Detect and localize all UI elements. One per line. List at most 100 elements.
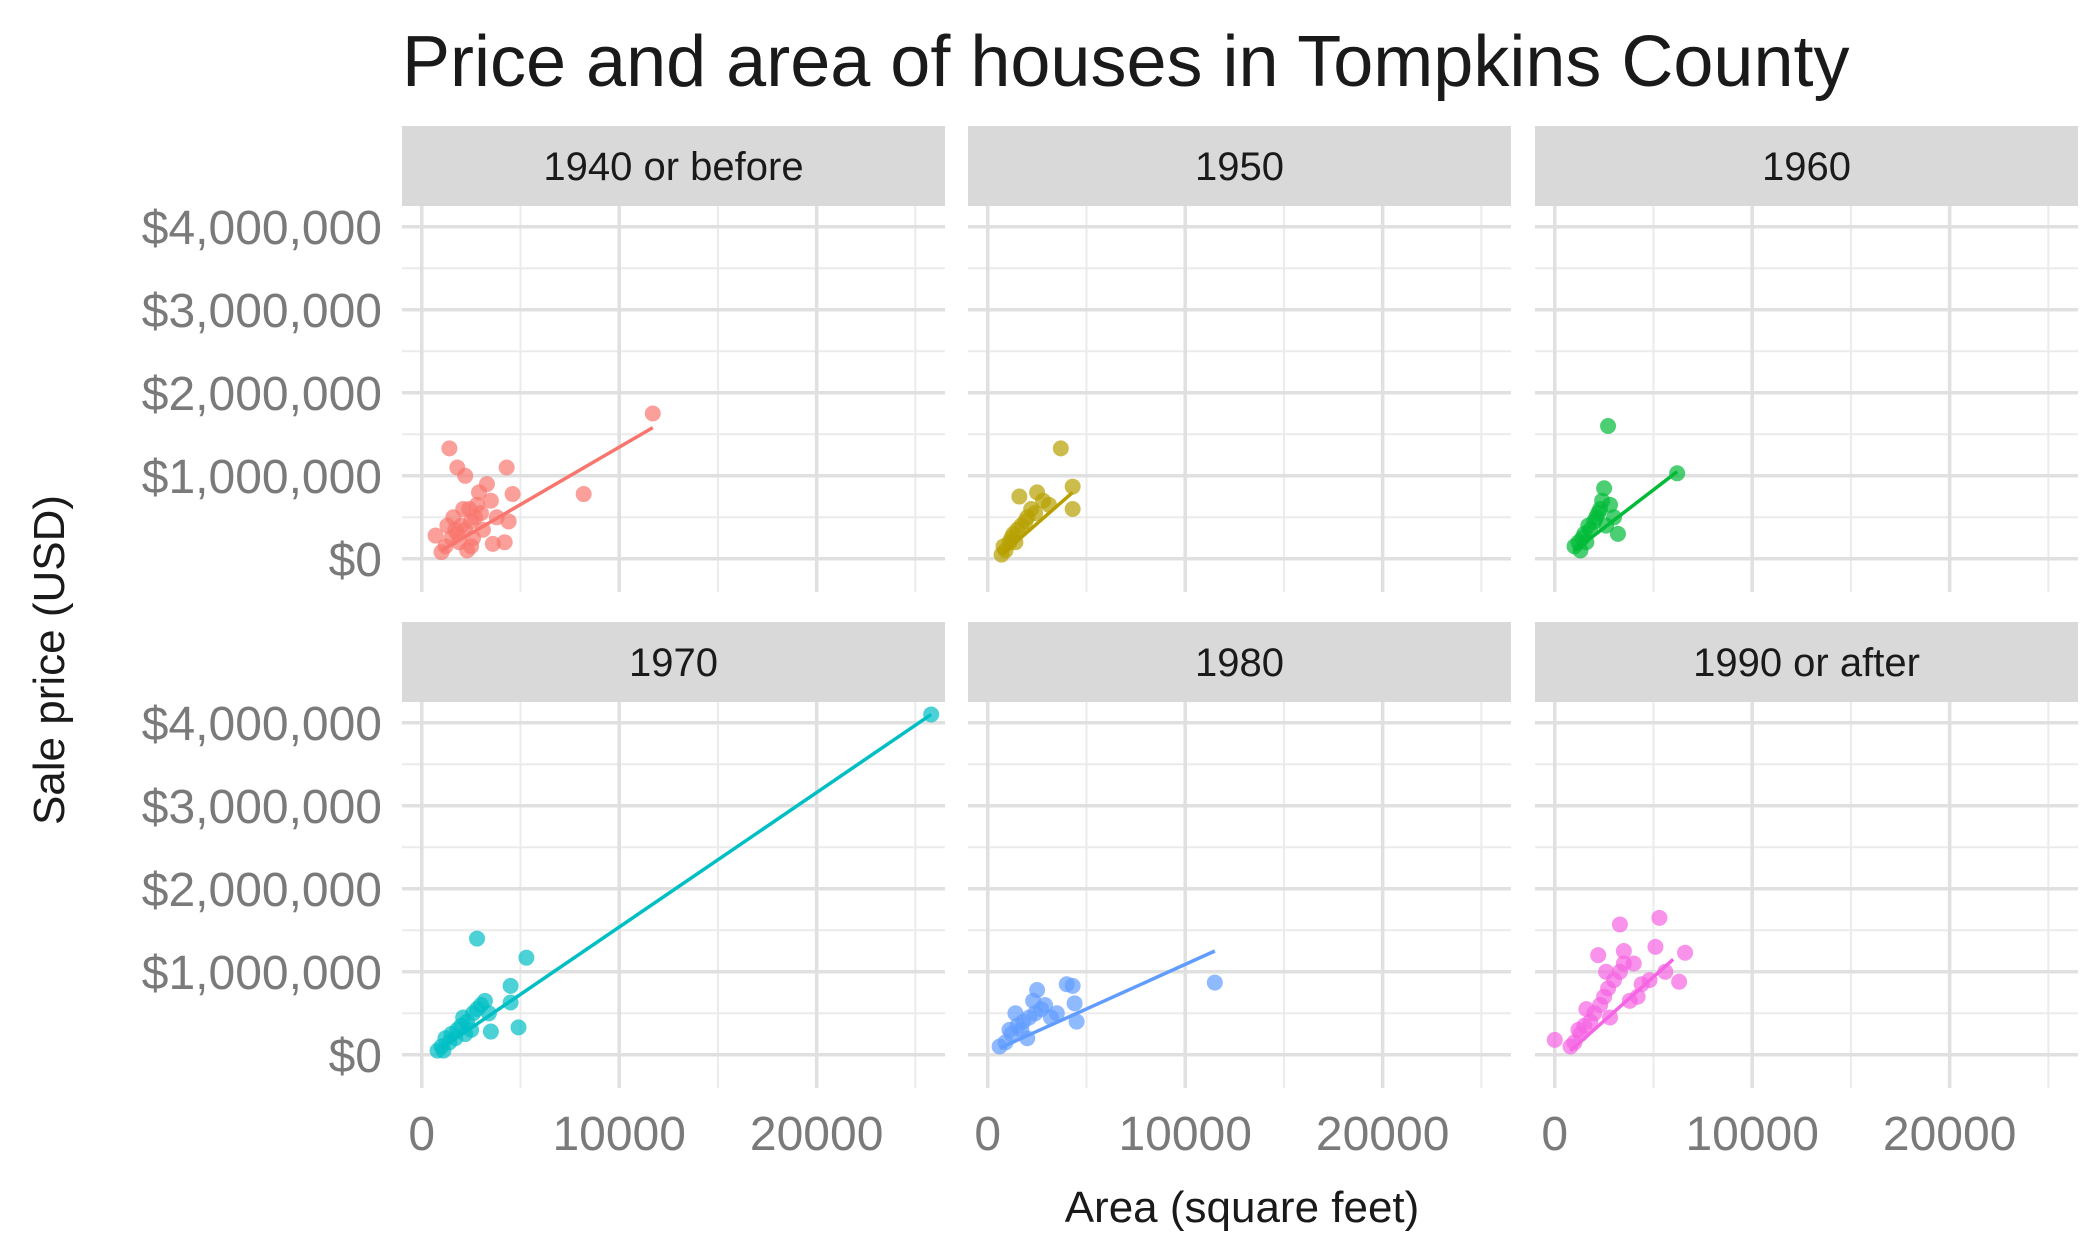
data-point xyxy=(504,486,521,503)
facet-strip-label: 1980 xyxy=(1195,641,1284,685)
y-tick-label: $4,000,000 xyxy=(142,698,382,751)
data-point xyxy=(1600,417,1617,434)
y-tick-label: $0 xyxy=(329,534,382,587)
data-point xyxy=(1011,488,1028,505)
trend-line xyxy=(440,713,933,1050)
data-point xyxy=(498,459,515,476)
facet-strip xyxy=(402,622,945,702)
trend-line xyxy=(1569,958,1675,1052)
facet-strip xyxy=(1535,622,2078,702)
data-point xyxy=(1625,955,1642,972)
x-tick-label: 0 xyxy=(408,1108,435,1161)
data-point xyxy=(1651,909,1668,926)
data-point xyxy=(447,521,464,538)
y-tick-label: $3,000,000 xyxy=(142,781,382,834)
data-point xyxy=(575,486,592,503)
x-axis-title: Area (square feet) xyxy=(1065,1183,1420,1232)
data-point xyxy=(1025,992,1042,1009)
facet-strip-label: 1950 xyxy=(1195,145,1284,189)
data-point xyxy=(1064,500,1081,517)
data-point xyxy=(1546,1031,1563,1048)
data-point xyxy=(1598,963,1615,980)
trend-line xyxy=(1573,470,1679,552)
y-tick-label: $4,000,000 xyxy=(142,202,382,255)
x-axis-labels: 0 10000 20000 0 10000 20000 0 10000 20000 xyxy=(408,1108,2016,1161)
facet-panels: 1940 or before 1950 1960 1970 1980 1990 or af… xyxy=(402,126,2078,1088)
y-tick-label: $2,000,000 xyxy=(142,368,382,421)
y-axis-labels: $0 $1,000,000 $2,000,000 $3,000,000 $4,000,0… xyxy=(142,202,382,1083)
y-tick-label: $3,000,000 xyxy=(142,285,382,338)
data-point xyxy=(1064,478,1081,495)
data-point xyxy=(1596,480,1613,497)
facet-panel: 1940 or before xyxy=(402,126,945,592)
data-point xyxy=(1048,1005,1065,1022)
data-point xyxy=(1611,916,1628,933)
data-point xyxy=(469,496,486,513)
data-point xyxy=(471,484,488,501)
y-axis-title: Sale price (USD) xyxy=(25,495,74,825)
x-tick-label: 20000 xyxy=(1883,1108,2016,1161)
facet-panel: 1970 xyxy=(402,622,945,1088)
facet-strip xyxy=(968,622,1511,702)
data-point xyxy=(427,527,444,544)
data-point xyxy=(510,1019,527,1036)
x-tick-label: 10000 xyxy=(552,1108,685,1161)
data-point xyxy=(1027,505,1044,522)
data-point xyxy=(1671,973,1688,990)
facet-panel: 1980 xyxy=(968,622,1511,1088)
data-point xyxy=(644,405,661,422)
data-point xyxy=(1590,947,1607,964)
data-point xyxy=(1068,1013,1085,1030)
data-point xyxy=(484,535,501,552)
data-point xyxy=(1007,1005,1024,1022)
x-tick-label: 20000 xyxy=(750,1108,883,1161)
facet-strip-label: 1940 or before xyxy=(543,145,803,189)
facet-strip-label: 1990 or after xyxy=(1693,641,1920,685)
trend-line xyxy=(440,426,654,553)
data-point xyxy=(455,1009,472,1026)
data-point xyxy=(1677,944,1694,961)
data-point xyxy=(457,467,474,484)
data-point xyxy=(482,1023,499,1040)
data-point xyxy=(1206,974,1223,991)
data-point xyxy=(469,930,486,947)
data-point xyxy=(1621,992,1638,1009)
facet-panel: 1990 or after xyxy=(1535,622,2078,1088)
data-point xyxy=(502,977,519,994)
x-tick-label: 0 xyxy=(1541,1108,1568,1161)
y-tick-label: $0 xyxy=(329,1030,382,1083)
data-point xyxy=(500,513,517,530)
y-tick-label: $1,000,000 xyxy=(142,947,382,1000)
data-point xyxy=(1578,1001,1595,1018)
x-tick-label: 0 xyxy=(974,1108,1001,1161)
data-point xyxy=(1609,525,1626,542)
data-point xyxy=(1615,943,1632,960)
data-point xyxy=(518,949,535,966)
facet-panel: 1960 xyxy=(1535,126,2078,592)
data-point xyxy=(1647,938,1664,955)
x-tick-label: 20000 xyxy=(1316,1108,1449,1161)
y-tick-label: $1,000,000 xyxy=(142,451,382,504)
trend-line xyxy=(998,949,1216,1050)
x-tick-label: 10000 xyxy=(1685,1108,1818,1161)
data-point xyxy=(463,538,480,555)
data-point xyxy=(1570,1021,1587,1038)
data-point xyxy=(435,1042,452,1059)
data-point xyxy=(1064,977,1081,994)
data-point xyxy=(1001,1021,1018,1038)
facet-strip xyxy=(1535,126,2078,206)
facet-strip xyxy=(968,126,1511,206)
data-point xyxy=(1052,440,1069,457)
facet-strip-label: 1960 xyxy=(1762,145,1851,189)
data-point xyxy=(455,500,472,517)
data-point xyxy=(482,492,499,509)
data-point xyxy=(1592,500,1609,517)
facet-panel: 1950 xyxy=(968,126,1511,592)
data-point xyxy=(441,440,458,457)
facet-strip-label: 1970 xyxy=(629,641,718,685)
chart-title: Price and area of houses in Tompkins Cou… xyxy=(402,22,1850,102)
data-point xyxy=(1066,995,1083,1012)
data-point xyxy=(496,534,513,551)
facet-strip xyxy=(402,126,945,206)
